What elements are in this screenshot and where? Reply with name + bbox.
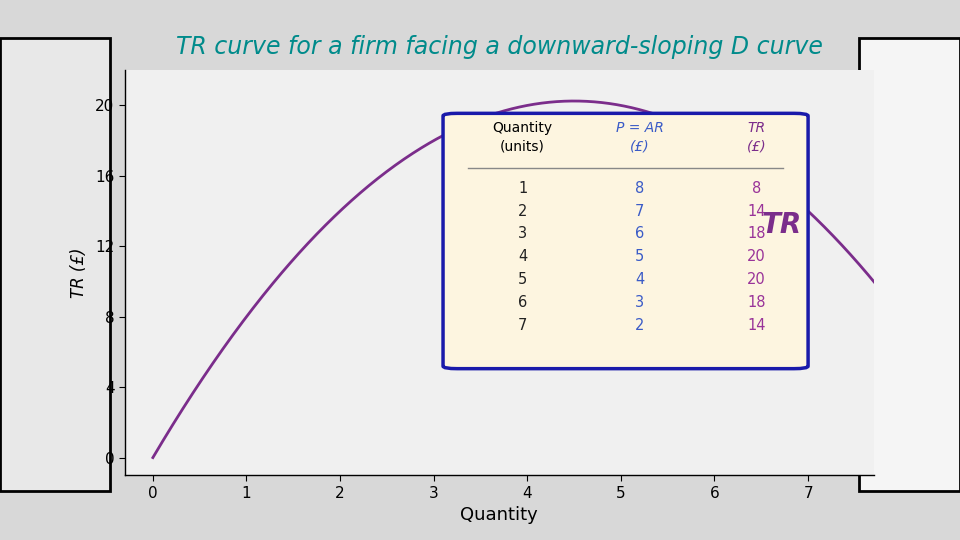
Text: 2: 2 [635,318,644,333]
Text: 18: 18 [747,295,766,310]
X-axis label: Quantity: Quantity [461,506,538,524]
Text: 2: 2 [517,204,527,219]
Text: Quantity
(units): Quantity (units) [492,121,553,153]
Text: 8: 8 [635,181,644,195]
Text: 5: 5 [518,272,527,287]
FancyBboxPatch shape [443,113,808,369]
Text: TR: TR [761,211,802,239]
Text: 6: 6 [635,226,644,241]
Text: 4: 4 [635,272,644,287]
Text: 14: 14 [747,318,766,333]
Text: 1: 1 [518,181,527,195]
Y-axis label: TR (£): TR (£) [70,247,88,298]
Text: 14: 14 [747,204,766,219]
Text: 8: 8 [752,181,761,195]
Text: 5: 5 [635,249,644,265]
Text: 3: 3 [518,226,527,241]
Text: P = AR
(£): P = AR (£) [615,121,663,153]
Text: 3: 3 [635,295,644,310]
Text: 18: 18 [747,226,766,241]
Text: 20: 20 [747,272,766,287]
Text: 6: 6 [518,295,527,310]
Text: TR
(£): TR (£) [747,121,766,153]
Text: 7: 7 [635,204,644,219]
Text: 20: 20 [747,249,766,265]
Title: TR curve for a firm facing a downward-sloping D curve: TR curve for a firm facing a downward-sl… [176,35,823,58]
Text: 7: 7 [517,318,527,333]
Text: 4: 4 [518,249,527,265]
